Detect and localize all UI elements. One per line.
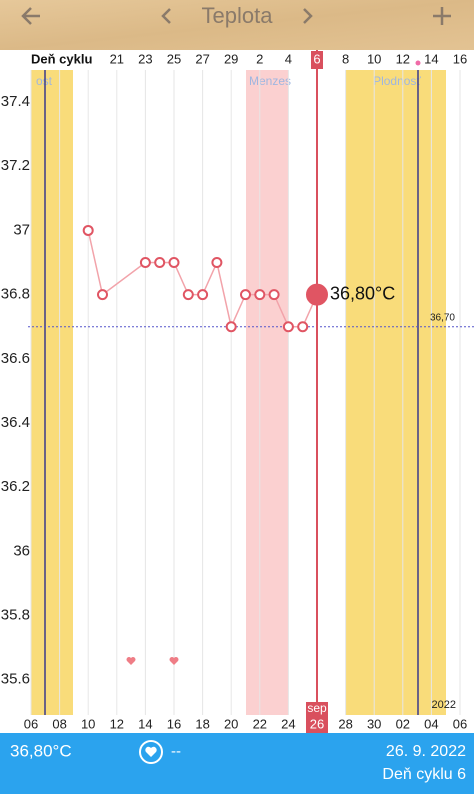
y-tick-label: 35.6 [1, 671, 30, 688]
x-tick-label: 06 [24, 716, 38, 731]
cycle-day: 27 [195, 51, 209, 66]
cycle-day: 12 [396, 51, 410, 66]
x-tick-label: 06 [453, 716, 467, 731]
x-tick-label: 16 [167, 716, 181, 731]
line-segment [273, 294, 290, 328]
title: Teplota [202, 3, 274, 28]
x-tick-label: 12 [110, 716, 124, 731]
note-icon[interactable] [139, 740, 163, 764]
footer-temperature: 36,80°C [10, 741, 72, 760]
next-button[interactable] [303, 8, 313, 24]
data-point [154, 257, 166, 269]
data-point [268, 289, 280, 301]
cycle-day: 25 [167, 51, 181, 66]
top-bar [0, 0, 474, 50]
x-tick-label: 04 [424, 716, 438, 731]
coverline-label: 36,70 [430, 312, 455, 323]
heart [126, 657, 136, 665]
month-label: sep [307, 701, 327, 715]
phase-band [246, 70, 288, 715]
plot: ost Menzes Plodnosť35.635.83636.236.436.63… [0, 50, 474, 733]
cycle-day: 8 [342, 51, 349, 66]
y-tick-label: 37 [13, 221, 30, 238]
data-point [97, 289, 108, 301]
line-segment [230, 294, 247, 328]
heart [169, 657, 179, 665]
x-tick-label: 10 [81, 716, 95, 731]
x-tick-label: 02 [396, 716, 410, 731]
x-axis-row [0, 715, 474, 733]
x-tick-label: 24 [281, 716, 295, 731]
add-button[interactable] [433, 7, 451, 25]
x-tick-label: 14 [138, 716, 152, 731]
x-tick-label: 22 [253, 716, 267, 731]
cycle-day: 6 [313, 51, 320, 66]
point-annotation: 36,80°C [330, 283, 395, 303]
x-tick-label: 08 [52, 716, 66, 731]
line-segment [173, 262, 189, 295]
y-tick-label: 37.2 [1, 157, 30, 174]
y-tick-label: 37.4 [1, 93, 30, 110]
x-tick-label: 28 [338, 716, 352, 731]
cycle-label: Deň cyklu [31, 51, 92, 66]
cycle-day: 10 [367, 51, 381, 66]
heart-icon [145, 746, 157, 757]
phase-band [346, 70, 446, 715]
y-tick-label: 36.6 [1, 350, 30, 367]
line-segment [216, 262, 232, 327]
data-point [139, 257, 151, 269]
y-tick-label: 36 [13, 542, 30, 559]
x-tick-label: 26 [310, 716, 324, 731]
y-tick-label: 36.8 [1, 286, 30, 303]
data-point [282, 321, 294, 333]
cycle-day: 4 [285, 51, 292, 66]
footer-note: -- [171, 743, 181, 760]
line-segment [102, 261, 146, 296]
footer-cycle-day: Deň cyklu 6 [382, 766, 466, 783]
back-button[interactable] [21, 7, 40, 25]
footer [0, 733, 474, 794]
data-point [254, 289, 266, 301]
cycle-day: 29 [224, 51, 238, 66]
cycle-day: 23 [138, 51, 152, 66]
x-tick-label: 30 [367, 716, 381, 731]
line-segment [87, 230, 104, 295]
data-point [168, 257, 180, 269]
data-point [182, 289, 194, 301]
prev-button[interactable] [161, 8, 171, 24]
ovulation-dot [415, 60, 421, 66]
data-point [225, 321, 237, 333]
today-box [306, 702, 328, 733]
phase-label: Menzes [249, 74, 291, 88]
cycle-day: 14 [424, 51, 438, 66]
y-tick-label: 36.4 [1, 414, 30, 431]
line-segment [201, 262, 218, 295]
data-point [197, 289, 209, 301]
data-point [297, 321, 309, 333]
data-point [240, 289, 251, 301]
y-tick-label: 35.8 [1, 606, 30, 623]
y-tick-label: 36.2 [1, 478, 30, 495]
x-tick-label: 20 [224, 716, 238, 731]
data-point [82, 224, 94, 236]
cycle-highlight [311, 51, 323, 69]
phase-label: Plodnosť [373, 74, 421, 88]
data-point [306, 283, 328, 306]
cycle-day: 16 [453, 51, 467, 66]
cycle-day: 21 [110, 51, 124, 66]
footer-date: 26. 9. 2022 [386, 743, 466, 760]
data-point [211, 257, 223, 269]
x-tick-label: 18 [195, 716, 209, 731]
year-label: 2022 [432, 699, 456, 711]
cycle-day: 2 [256, 51, 263, 66]
phase-band [31, 70, 73, 715]
